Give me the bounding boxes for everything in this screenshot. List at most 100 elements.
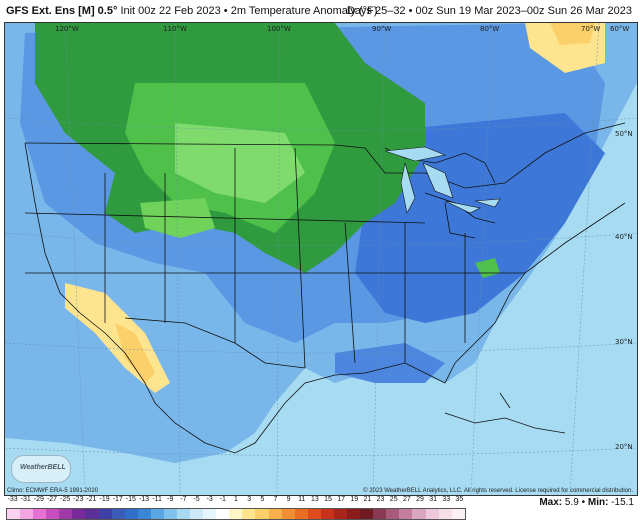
colorbar-swatch [190,509,204,519]
map-canvas [5,23,637,495]
graticule-lines [5,23,637,495]
colorbar-swatch [111,509,125,519]
colorbar-swatch [373,509,387,519]
colorbar-tick-label: 27 [402,496,411,503]
colorbar-tick-label: 5 [260,496,265,503]
colorbar-labels: -33 -31 -29 -27 -25 -23 -21 -19 -17 -15 -13 -11 -9 -7… [6,496,466,508]
colorbar-swatch [216,509,230,519]
lon-label-60w: 60°W [610,25,630,33]
colorbar-tick-label: -5 [193,496,200,503]
colorbar-tick-label: -11 [152,496,162,503]
colorbar-tick-label: -17 [112,496,123,503]
colorbar-swatch [425,509,439,519]
stats-separator: • [581,497,586,508]
lat-label-20n: 20°N [615,443,633,451]
anomaly-ne-warmer-region [550,23,595,45]
colorbar-tick-label: -9 [167,496,174,503]
colorbar-swatch [281,509,295,519]
lon-label-120w: 120°W [55,25,79,33]
map-header: GFS Ext. Ens [M] 0.5° Init 00z 22 Feb 20… [0,0,640,22]
colorbar-tick-label: -13 [138,496,150,503]
colorbar-swatch [360,509,374,519]
colorbar-swatch [451,509,465,519]
colorbar-tick-label: -21 [86,496,97,503]
colorbar-swatch [7,509,21,519]
valid-period: Days 25–32 • 00z Sun 19 Mar 2023–00z Sun… [346,5,632,17]
colorbar-swatch [72,509,86,519]
colorbar-tick-label: 23 [376,496,385,503]
title-separator: • [223,5,228,17]
colorbar-swatch [59,509,73,519]
colorbar-swatch [163,509,178,519]
colorbar-swatch [98,509,112,519]
colorbar-tick-label: -1 [219,496,226,503]
anomaly-map: 120°W 110°W 100°W 90°W 80°W 70°W 60°W 50… [4,22,638,496]
model-name: GFS Ext. Ens [M] 0.5 [6,5,113,17]
colorbar-swatch [333,509,348,519]
lon-label-80w: 80°W [480,25,500,33]
init-time: Init 00z 22 Feb 2023 [120,5,221,17]
copyright-credit: © 2023 WeatherBELL Analytics, LLC. All r… [363,488,633,494]
colorbar-tick-label: 13 [310,496,319,503]
lat-label-40n: 40°N [615,233,633,241]
colorbar-tick-label: -31 [20,496,31,503]
colorbar-swatch [347,509,361,519]
colorbar-swatch [386,509,400,519]
colorbar-tick-label: 9 [286,496,291,503]
colorbar-tick-label: -3 [206,496,213,503]
colorbar-swatch [242,509,256,519]
degree-mark: ° [112,5,118,17]
colorbar-swatch [20,509,34,519]
colorbar-swatch [33,509,47,519]
lon-label-100w: 100°W [267,25,291,33]
great-lakes [384,146,501,214]
min-max-stats: Max: 5.9 • Min: -15.1 [539,497,634,508]
max-label: Max: [539,497,563,508]
lat-label-30n: 30°N [615,338,633,346]
colorbar-tick-label: -23 [73,496,84,503]
colorbar-legend: -33 -31 -29 -27 -25 -23 -21 -19 -17 -15 -13 -11 -9 -7… [6,496,466,524]
weatherbell-logo: WeatherBELL [11,455,71,483]
colorbar-swatch [438,509,452,519]
colorbar-tick-label: 17 [337,496,346,503]
field-name: 2m Temperature Anomaly (°F) [230,5,378,17]
colorbar-tick-label: 29 [416,496,424,503]
map-title: GFS Ext. Ens [M] 0.5° Init 00z 22 Feb 20… [6,5,377,17]
colorbar-swatch [255,509,269,519]
colorbar-tick-label: 7 [273,496,278,503]
colorbar-swatch [399,509,413,519]
colorbar-tick-label: -33 [7,496,18,503]
colorbar-swatch [307,509,321,519]
colorbar-tick-label: 11 [298,496,306,503]
max-value: 5.9 [564,497,579,508]
colorbar-swatch [177,509,191,519]
colorbar-swatch [150,509,164,519]
colorbar-tick-label: -7 [180,496,187,503]
min-label: Min: [587,497,609,508]
colorbar-swatch [85,509,99,519]
lon-label-110w: 110°W [163,25,187,33]
colorbar-swatch [137,509,151,519]
colorbar-tick-label: 35 [455,496,464,503]
colorbar-swatch [320,509,334,519]
lon-label-90w: 90°W [372,25,392,33]
colorbar-swatch [294,509,308,519]
colorbar-tick-label: 3 [247,496,252,503]
colorbar-swatch [268,509,282,519]
logo-text: WeatherBELL [20,464,66,471]
colorbar-tick-label: 33 [442,496,451,503]
colorbar-bar [6,508,466,520]
anomaly-rockies-green [140,198,215,238]
lon-label-70w: 70°W [581,25,601,33]
lat-label-50n: 50°N [615,130,633,138]
colorbar-tick-label: 21 [363,496,372,503]
colorbar-swatch [412,509,426,519]
colorbar-tick-label: 31 [429,496,438,503]
colorbar-swatch [203,509,217,519]
min-value: -15.1 [611,497,634,508]
colorbar-tick-label: -29 [33,496,44,503]
anomaly-warmer-region [115,323,155,383]
colorbar-swatch [46,509,60,519]
colorbar-tick-label: 19 [350,496,359,503]
colorbar-tick-label: -19 [99,496,110,503]
